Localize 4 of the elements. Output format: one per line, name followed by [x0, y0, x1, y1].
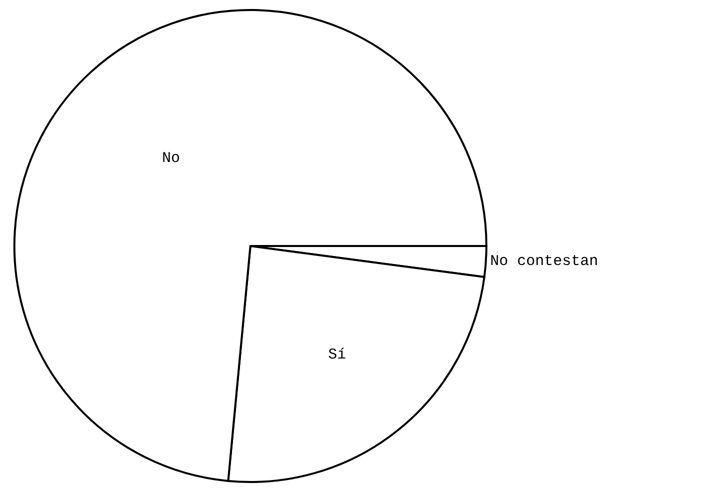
- slice-label: Sí: [328, 346, 346, 364]
- slice-label: No: [162, 150, 180, 168]
- pie-slice: [14, 9, 488, 482]
- slice-label: No contestan: [490, 253, 598, 270]
